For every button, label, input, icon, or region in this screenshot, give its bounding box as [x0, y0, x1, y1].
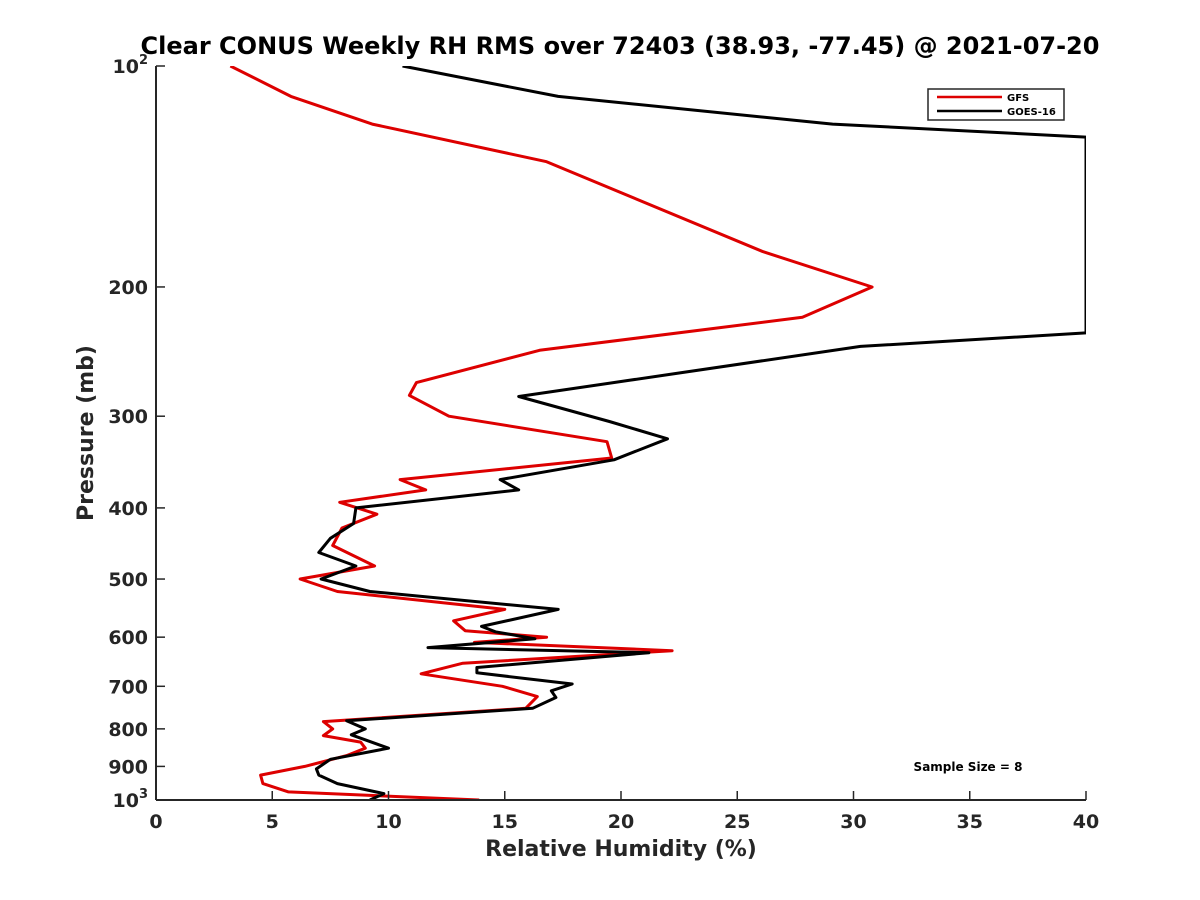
y-tick-label: 400: [108, 498, 148, 520]
legend-label-gfs: GFS: [1007, 93, 1029, 104]
chart-title: Clear CONUS Weekly RH RMS over 72403 (38…: [141, 32, 1100, 60]
y-tick-label: 103: [113, 787, 149, 812]
y-tick-label: 300: [108, 406, 148, 428]
x-tick-label: 35: [957, 811, 983, 833]
sample-size-annotation: Sample Size = 8: [914, 760, 1023, 774]
x-tick-label: 0: [149, 811, 162, 833]
x-tick-label: 15: [492, 811, 518, 833]
y-tick-label: 700: [108, 676, 148, 698]
legend: GFS GOES-16: [927, 88, 1065, 121]
x-tick-label: 40: [1073, 811, 1099, 833]
y-tick-label: 800: [108, 719, 148, 741]
plot-area: [155, 66, 1086, 801]
y-tick-label: 102: [113, 53, 149, 78]
y-tick-label: 900: [108, 756, 148, 778]
x-ticks: 0 5 10 15 20 25 30 35 40: [149, 791, 1099, 833]
x-tick-label: 30: [840, 811, 866, 833]
y-tick-label: 500: [108, 569, 148, 591]
y-tick-label: 200: [108, 277, 148, 299]
legend-label-goes16: GOES-16: [1007, 107, 1056, 118]
y-ticks: 102 200 300 400 500 600 700 800 900 103: [108, 53, 165, 812]
series-layer: [229, 66, 1086, 800]
x-tick-label: 20: [608, 811, 634, 833]
y-tick-label: 600: [108, 627, 148, 649]
series-line-goes-16: [314, 66, 1086, 800]
x-axis-label: Relative Humidity (%): [485, 837, 757, 862]
y-axis-label: Pressure (mb): [74, 345, 99, 521]
legend-box: [927, 88, 1065, 121]
x-tick-label: 10: [375, 811, 401, 833]
x-tick-label: 5: [266, 811, 279, 833]
x-tick-label: 25: [724, 811, 750, 833]
series-line-gfs: [229, 66, 874, 800]
